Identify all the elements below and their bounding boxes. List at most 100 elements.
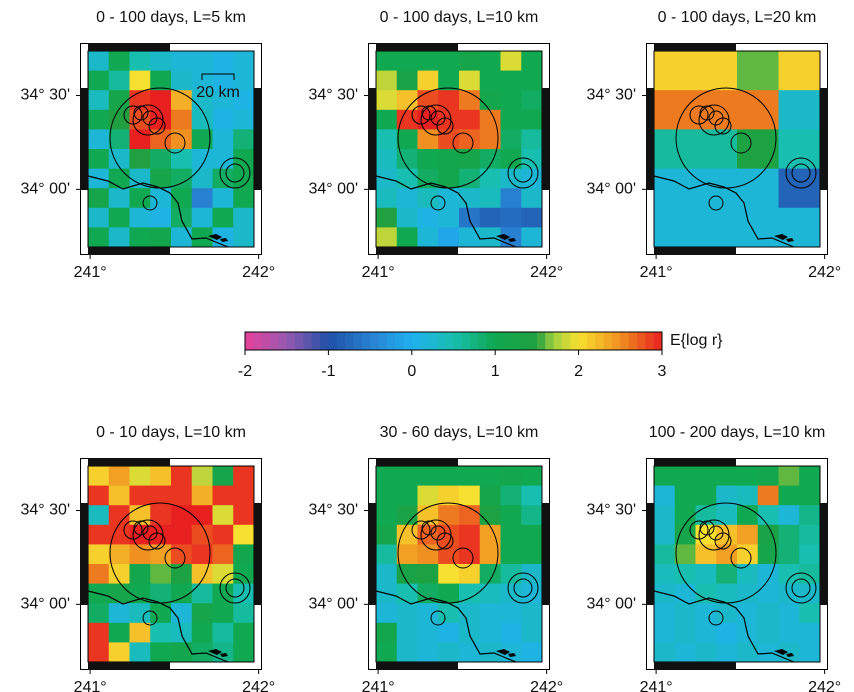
heatmap-cell bbox=[150, 485, 172, 506]
heatmap-cell bbox=[459, 129, 481, 150]
heatmap-cell bbox=[171, 51, 193, 72]
heatmap-cell bbox=[695, 564, 717, 585]
heatmap-cell bbox=[716, 564, 738, 585]
heatmap-cell bbox=[88, 207, 110, 228]
heatmap-cell bbox=[479, 90, 501, 111]
event-circle bbox=[675, 502, 777, 604]
heatmap-cell bbox=[171, 485, 193, 506]
colorbar-step bbox=[278, 332, 288, 350]
colorbar-step bbox=[370, 332, 379, 350]
heatmap-cell bbox=[500, 544, 522, 565]
colorbar-step bbox=[445, 332, 454, 350]
heatmap-cell bbox=[778, 622, 800, 643]
heatmap-cell bbox=[376, 622, 398, 643]
colorbar-step bbox=[386, 332, 396, 350]
y-tick-label: 34° 30' bbox=[587, 87, 637, 104]
panel-title: 30 - 60 days, L=10 km bbox=[380, 424, 539, 441]
heatmap-cell bbox=[716, 505, 738, 526]
heatmap-cell bbox=[171, 129, 193, 150]
heatmap-cell bbox=[438, 505, 460, 526]
heatmap-cell bbox=[459, 51, 481, 72]
heatmap-cell bbox=[88, 109, 110, 130]
colorbar-step bbox=[403, 332, 413, 350]
heatmap-cell bbox=[108, 583, 130, 604]
heatmap-cell bbox=[417, 188, 439, 209]
heatmap-cell bbox=[191, 642, 213, 663]
event-circle bbox=[452, 547, 474, 569]
heatmap-cell bbox=[233, 90, 255, 111]
heatmap-cell bbox=[654, 485, 676, 506]
event-circle bbox=[225, 163, 245, 183]
heatmap-cell bbox=[757, 485, 779, 506]
heatmap-cell bbox=[108, 109, 130, 130]
heatmap-cell bbox=[88, 188, 110, 209]
heatmap-cell bbox=[757, 544, 779, 565]
heatmap-cell bbox=[479, 583, 501, 604]
x-tick-label: 241° bbox=[74, 264, 107, 281]
event-circle bbox=[133, 105, 149, 121]
colorbar-step bbox=[395, 332, 404, 350]
y-tick-label: 34° 00' bbox=[21, 181, 71, 198]
heatmap-cell bbox=[396, 622, 418, 643]
event-circle bbox=[689, 105, 709, 125]
island bbox=[208, 649, 228, 657]
frame-band bbox=[376, 458, 458, 466]
heatmap-cell bbox=[233, 564, 255, 585]
heatmap-cell bbox=[417, 466, 439, 487]
heatmap-cell bbox=[233, 622, 255, 643]
heatmap-cell bbox=[417, 485, 439, 506]
frame-band bbox=[820, 88, 828, 190]
heatmap-cell bbox=[191, 188, 213, 209]
heatmap-cell bbox=[88, 642, 110, 663]
colorbar-step bbox=[345, 332, 354, 350]
heatmap-cell bbox=[212, 524, 234, 545]
event-circle bbox=[452, 132, 474, 154]
heatmap-cell bbox=[695, 207, 738, 248]
heatmap-cell bbox=[716, 603, 738, 624]
heatmap-cell bbox=[479, 227, 501, 248]
heatmap-cell bbox=[778, 544, 800, 565]
colorbar-step bbox=[411, 332, 421, 350]
heatmap-cell bbox=[654, 544, 676, 565]
heatmap-cell bbox=[459, 505, 481, 526]
heatmap-cell bbox=[479, 168, 501, 189]
coastline bbox=[653, 590, 795, 663]
heatmap-cell bbox=[654, 207, 696, 248]
colorbar-step bbox=[470, 332, 480, 350]
heatmap-cell bbox=[674, 583, 696, 604]
heatmap-cell bbox=[479, 564, 501, 585]
heatmap-cell bbox=[88, 564, 110, 585]
heatmap-cell bbox=[191, 149, 213, 170]
heatmap-cell bbox=[479, 109, 501, 130]
heatmap-cell bbox=[212, 149, 234, 170]
heatmap-cell bbox=[150, 622, 172, 643]
heatmap-cell bbox=[150, 90, 172, 111]
heatmap-cell bbox=[737, 505, 759, 526]
heatmap-cell bbox=[438, 90, 460, 111]
frame-band bbox=[88, 247, 170, 255]
heatmap-cell bbox=[396, 603, 418, 624]
heatmap-cell bbox=[191, 622, 213, 643]
heatmap-cell bbox=[212, 466, 234, 487]
heatmap-cell bbox=[108, 70, 130, 91]
heatmap-cell bbox=[521, 583, 543, 604]
colorbar-step bbox=[328, 332, 338, 350]
heatmap-cell bbox=[459, 603, 481, 624]
heatmap-cell bbox=[233, 188, 255, 209]
heatmap-cell bbox=[459, 642, 481, 663]
heatmap-cell bbox=[129, 188, 151, 209]
heatmap-cell bbox=[88, 466, 110, 487]
heatmap-cell bbox=[191, 90, 213, 111]
heatmap-cell bbox=[376, 90, 398, 111]
heatmap-cell bbox=[737, 168, 779, 209]
heatmap-cell bbox=[521, 90, 543, 111]
heatmap-cell bbox=[376, 129, 398, 150]
heatmap-cell bbox=[500, 603, 522, 624]
heatmap-cell bbox=[212, 622, 234, 643]
heatmap-cell bbox=[88, 485, 110, 506]
heatmap-cell bbox=[757, 524, 779, 545]
heatmap-cell bbox=[88, 227, 110, 248]
heatmap-cell bbox=[171, 188, 193, 209]
heatmap-cell bbox=[396, 51, 418, 72]
x-tick-label: 241° bbox=[362, 679, 395, 692]
